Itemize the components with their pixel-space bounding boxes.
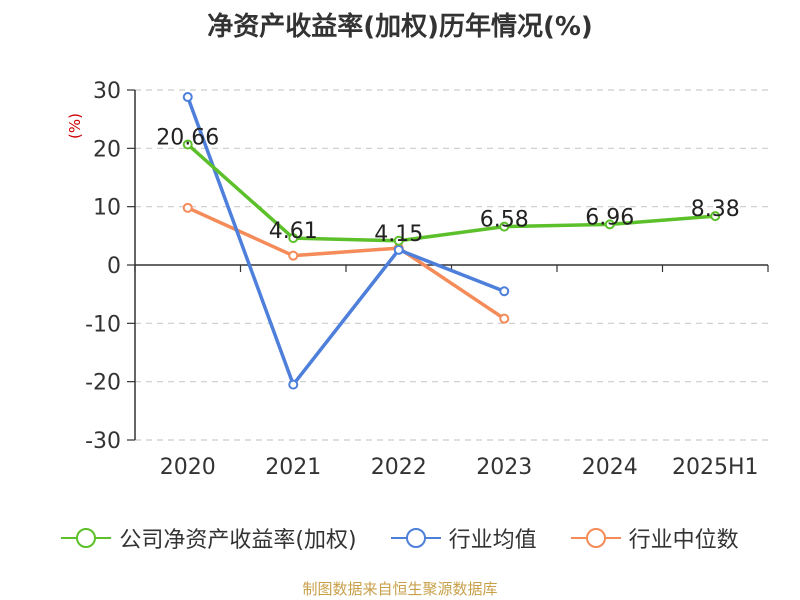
x-tick-label: 2020 — [160, 455, 216, 480]
axes: 30 20 10 0 -10 -20 -30 2020 2021 2022 2023 2024 2025… — [85, 79, 769, 480]
x-tick-label: 2022 — [371, 455, 427, 480]
chart-title: 净资产收益率(加权)历年情况(%) — [207, 12, 593, 42]
series-point-0 — [393, 235, 404, 246]
y-tick-label: 20 — [93, 137, 121, 162]
series-lines — [182, 92, 721, 390]
series-point-1 — [288, 379, 299, 390]
series-point-2 — [288, 250, 299, 261]
x-tick-label: 2021 — [265, 455, 321, 480]
y-tick-label: 0 — [107, 254, 121, 279]
data-labels: 20.66 4.61 4.15 6.58 6.96 8.38 — [156, 125, 739, 246]
x-tick-label: 2025H1 — [672, 455, 759, 480]
series-point-0 — [604, 219, 615, 230]
x-tick-label: 2024 — [582, 455, 638, 480]
legend-label-industry-mean: 行业均值 — [448, 528, 537, 553]
y-tick-label: -10 — [85, 312, 121, 337]
data-source-note: 制图数据来自恒生聚源数据库 — [302, 580, 498, 598]
data-label: 20.66 — [156, 125, 219, 150]
legend-swatch-industry-median — [570, 528, 621, 548]
legend-item-industry-mean[interactable]: 行业均值 — [390, 522, 537, 554]
legend-label-company: 公司净资产收益率(加权) — [119, 528, 357, 553]
legend-swatch-industry-mean — [390, 528, 441, 548]
series-point-0 — [710, 211, 721, 222]
series-point-1 — [182, 92, 193, 102]
series-point-1 — [499, 286, 510, 297]
y-tick-label: -30 — [85, 429, 121, 454]
legend-item-industry-median[interactable]: 行业中位数 — [570, 522, 739, 554]
series-point-2 — [499, 313, 510, 324]
legend-swatch-company — [61, 528, 112, 548]
series-point-1 — [393, 244, 404, 255]
x-tick-label: 2023 — [476, 455, 532, 480]
data-label: 4.15 — [374, 222, 423, 247]
series-point-0 — [288, 233, 299, 244]
series-point-0 — [499, 221, 510, 232]
data-label: 6.58 — [480, 208, 529, 233]
y-tick-label: -20 — [85, 371, 121, 396]
y-tick-label: 10 — [93, 196, 121, 221]
series-line-1 — [186, 96, 505, 387]
y-tick-label: 30 — [93, 79, 121, 104]
data-label: 4.61 — [269, 219, 318, 244]
series-line-2 — [187, 206, 506, 321]
y-axis-unit-label: (%) — [66, 113, 84, 139]
series-point-2 — [182, 202, 193, 213]
series-line-0 — [186, 143, 716, 243]
data-label: 8.38 — [691, 197, 740, 222]
legend-item-company[interactable]: 公司净资产收益率(加权) — [61, 522, 357, 554]
data-label: 6.96 — [585, 205, 634, 230]
series-point-0 — [182, 139, 193, 150]
legend-label-industry-median: 行业中位数 — [628, 528, 739, 553]
legend: 公司净资产收益率(加权) 行业均值 行业中位数 — [0, 522, 800, 554]
